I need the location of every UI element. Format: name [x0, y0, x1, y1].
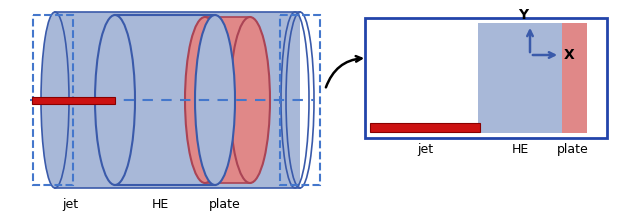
Text: jet: jet [417, 143, 433, 156]
Bar [280, 15, 320, 185]
Text: HE: HE [152, 198, 168, 211]
Bar [562, 23, 587, 133]
Ellipse shape [41, 12, 69, 188]
Ellipse shape [95, 15, 135, 185]
Bar [478, 23, 562, 133]
Ellipse shape [185, 17, 225, 183]
Bar [32, 96, 115, 104]
Ellipse shape [230, 17, 270, 183]
Text: plate: plate [557, 143, 589, 156]
Bar [205, 17, 250, 183]
FancyBboxPatch shape [365, 18, 607, 138]
Ellipse shape [195, 15, 235, 185]
Bar [55, 12, 300, 188]
Text: Y: Y [518, 8, 528, 22]
Text: plate: plate [209, 198, 241, 211]
Text: HE: HE [511, 143, 529, 156]
Bar [33, 15, 73, 185]
Text: X: X [564, 48, 575, 62]
Text: jet: jet [62, 198, 78, 211]
Bar [370, 123, 480, 132]
Bar [115, 15, 215, 185]
